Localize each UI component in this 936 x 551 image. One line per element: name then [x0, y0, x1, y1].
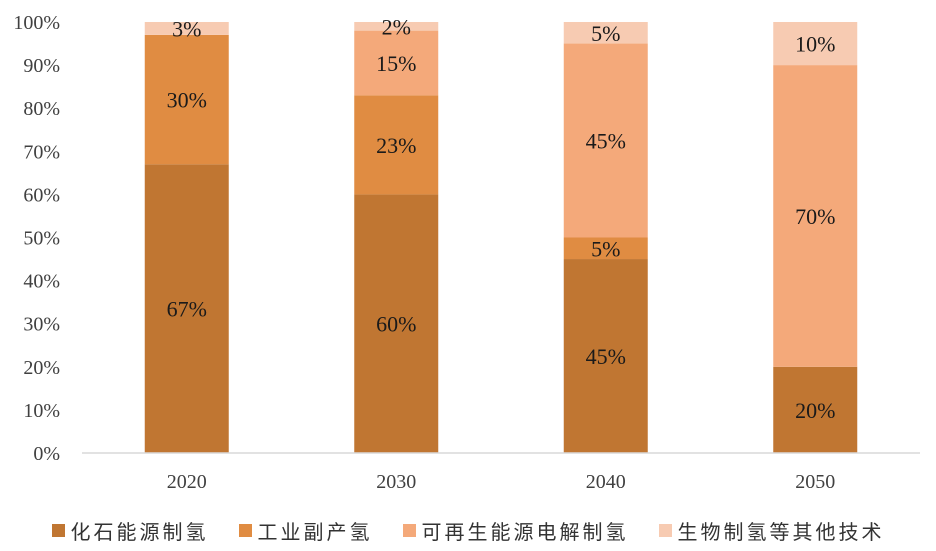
x-axis-ticks: 2020 2030 2040 2050	[167, 471, 836, 493]
data-label: 5%	[591, 21, 620, 46]
data-label: 45%	[586, 129, 626, 154]
data-label: 3%	[172, 16, 201, 41]
bar-segment	[354, 22, 439, 31]
y-tick-label: 10%	[23, 400, 60, 422]
data-label: 15%	[376, 51, 416, 76]
bar-segment	[563, 43, 648, 238]
y-tick-label: 60%	[23, 184, 60, 206]
bar-segment	[563, 22, 648, 44]
bar-segment	[144, 34, 229, 165]
data-label: 70%	[795, 204, 835, 229]
legend-label: 化石能源制氢	[70, 520, 209, 544]
y-tick-label: 50%	[23, 228, 60, 250]
y-tick-label: 90%	[23, 55, 60, 77]
y-tick-label: 100%	[13, 12, 60, 34]
y-tick-label: 20%	[23, 357, 60, 379]
bar-segment	[563, 237, 648, 260]
legend-label: 工业副产氢	[257, 520, 373, 544]
y-tick-label: 30%	[23, 314, 60, 336]
x-tick-label: 2020	[167, 471, 207, 493]
bar-segment	[354, 30, 439, 96]
bar-segment	[773, 366, 858, 453]
data-label: 20%	[795, 398, 835, 423]
x-tick-label: 2030	[376, 471, 416, 493]
bar-segment	[354, 194, 439, 453]
legend-swatch	[51, 524, 65, 537]
x-tick-label: 2050	[795, 471, 835, 493]
bar-segment	[563, 259, 648, 453]
data-label: 10%	[795, 32, 835, 57]
legend-swatch	[402, 524, 416, 537]
bar-segment	[354, 95, 439, 195]
legend-label: 生物制氢等其他技术	[677, 520, 885, 544]
y-tick-label: 0%	[33, 443, 60, 465]
legend-item: 生物制氢等其他技术	[658, 516, 885, 545]
y-tick-label: 70%	[23, 141, 60, 163]
legend-item: 工业副产氢	[238, 516, 373, 545]
data-label: 30%	[167, 88, 207, 113]
data-label: 23%	[376, 133, 416, 158]
legend-item: 可再生能源电解制氢	[402, 516, 629, 545]
legend-swatch	[658, 524, 672, 537]
y-axis-ticks: 0% 10% 20% 30% 40% 50% 60% 70% 80% 90% 100%	[13, 12, 60, 465]
bar-segment	[144, 164, 229, 454]
data-label: 67%	[167, 297, 207, 322]
legend: 化石能源制氢 工业副产氢 可再生能源电解制氢 生物制氢等其他技术	[0, 516, 936, 545]
bar-segment	[773, 22, 858, 66]
legend-label: 可再生能源电解制氢	[421, 520, 629, 544]
bar-segment	[773, 65, 858, 367]
legend-swatch	[238, 524, 252, 537]
y-tick-label: 40%	[23, 271, 60, 293]
data-label: 45%	[586, 344, 626, 369]
bars: 67% 30% 3% 60% 23% 15% 2% 45% 5% 45% 5% 20% 70% 10%	[144, 14, 858, 454]
x-tick-label: 2040	[586, 471, 626, 493]
data-label: 2%	[382, 14, 411, 39]
y-tick-label: 80%	[23, 98, 60, 120]
legend-item: 化石能源制氢	[51, 516, 209, 545]
bar-segment	[144, 22, 229, 35]
data-label: 5%	[591, 236, 620, 261]
data-label: 60%	[376, 312, 416, 337]
